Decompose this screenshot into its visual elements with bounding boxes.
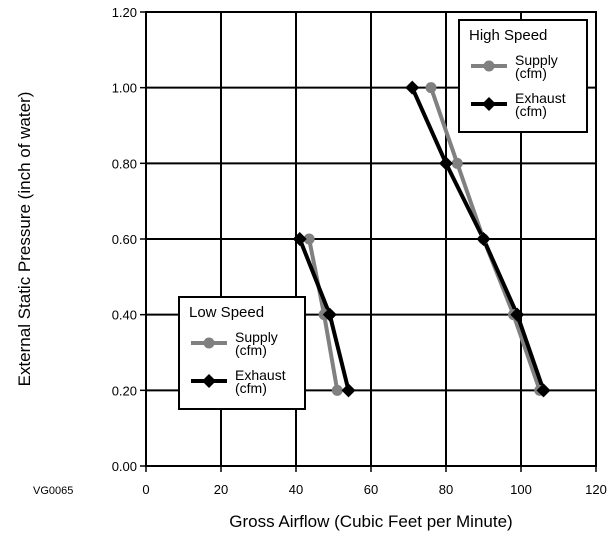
y-axis-title: External Static Pressure (inch of water) [15, 92, 34, 387]
y-tick-label: 0.60 [112, 232, 137, 247]
legend-label-unit: (cfm) [515, 103, 547, 119]
legend-box [178, 296, 306, 410]
data-point-diamond [292, 232, 307, 246]
data-point-diamond [341, 383, 356, 398]
data-point-circle [451, 157, 463, 169]
legend-marker-diamond [482, 97, 496, 111]
legend-label: Supply [515, 52, 558, 68]
legend-marker-circle [203, 337, 215, 349]
legend-label: Supply [235, 329, 278, 345]
legend-label: Exhaust [515, 90, 566, 106]
y-tick-label: 1.20 [112, 5, 137, 20]
x-axis-title: Gross Airflow (Cubic Feet per Minute) [229, 512, 512, 531]
series-layer [292, 80, 551, 398]
legend-label-unit: (cfm) [515, 65, 547, 81]
y-tick-label: 0.00 [112, 459, 137, 474]
data-point-diamond [322, 307, 337, 322]
data-point-circle [425, 82, 437, 94]
data-point-diamond [405, 80, 420, 95]
legend-label-unit: (cfm) [235, 380, 267, 396]
legend-label: Exhaust [235, 367, 286, 383]
y-tick-label: 0.40 [112, 308, 137, 323]
data-point-diamond [476, 232, 491, 246]
data-point-diamond [510, 307, 525, 322]
y-tick-label: 0.80 [112, 156, 137, 171]
x-tick-label: 60 [364, 482, 378, 497]
x-tick-label: 120 [585, 482, 607, 497]
data-point-diamond [536, 383, 551, 398]
legend-title: High Speed [469, 27, 547, 44]
x-tick-label: 80 [439, 482, 453, 497]
axis-ticks: 0 20 40 60 80 100 120 0.00 0.20 0.40 0.60 0.80 1.00 1… [112, 5, 607, 497]
legend-title: Low Speed [189, 304, 264, 321]
y-tick-label: 1.00 [112, 81, 137, 96]
data-point-diamond [439, 156, 453, 171]
legend-marker-diamond [202, 374, 216, 388]
legend-label-unit: (cfm) [235, 342, 267, 358]
x-tick-label: 40 [289, 482, 303, 497]
x-tick-label: 20 [214, 482, 228, 497]
legend-box [458, 19, 588, 133]
x-tick-label: 100 [510, 482, 532, 497]
x-tick-label: 0 [142, 482, 149, 497]
figure-code: VG0065 [33, 485, 73, 497]
legend-marker-circle [483, 60, 495, 72]
y-tick-label: 0.20 [112, 383, 137, 398]
data-point-circle [303, 233, 315, 245]
data-point-circle [331, 384, 343, 396]
